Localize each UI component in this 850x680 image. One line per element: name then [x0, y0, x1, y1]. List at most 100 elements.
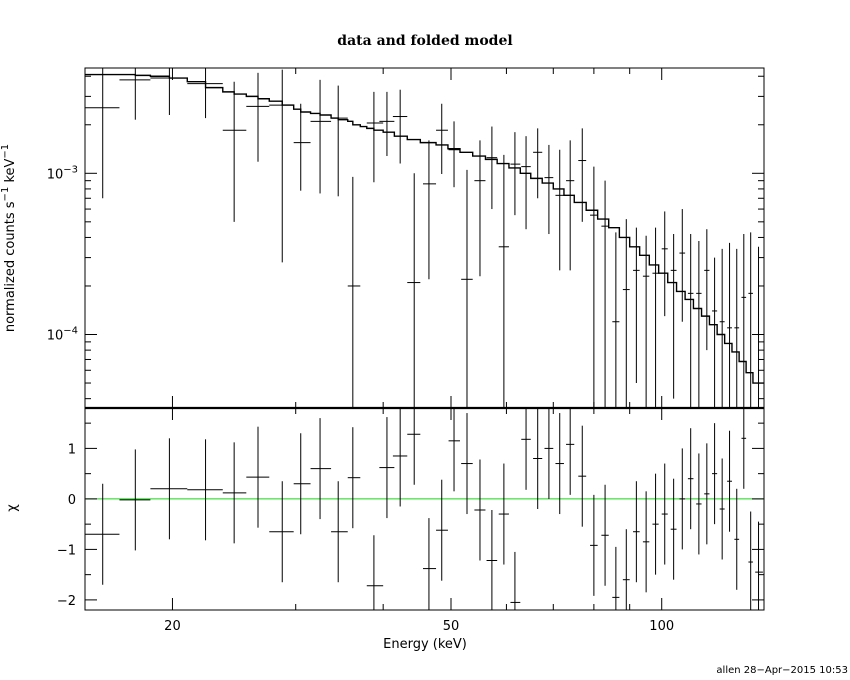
residual-point-39 — [687, 428, 694, 530]
residual-point-28 — [578, 425, 587, 527]
data-panel-frame — [84, 67, 765, 409]
x-tick-label-2: 100 — [649, 619, 674, 634]
data-point-40 — [696, 241, 702, 408]
data-point-45 — [734, 248, 740, 408]
data-point-5 — [246, 72, 270, 162]
res-tick-label-2: −1 — [57, 543, 76, 558]
residual-point-23 — [521, 408, 531, 490]
ylabel-exp1: −1 — [0, 187, 11, 202]
data-point-34 — [642, 235, 650, 408]
residual-point-17 — [448, 408, 460, 492]
data-point-17 — [448, 121, 460, 188]
data-point-27 — [566, 140, 575, 271]
residual-point-32 — [622, 529, 630, 610]
residual-point-43 — [719, 458, 725, 560]
residual-point-26 — [555, 413, 564, 515]
residual-point-4 — [222, 442, 247, 544]
data-point-48 — [755, 246, 763, 408]
data-point-10 — [347, 176, 361, 408]
data-point-14 — [407, 173, 421, 408]
y-tick-label-0: 10−3 — [47, 164, 78, 182]
data-errorbars — [85, 68, 763, 408]
data-point-7 — [293, 103, 311, 191]
data-point-39 — [687, 234, 694, 408]
data-point-32 — [622, 219, 630, 408]
residual-point-1 — [119, 449, 151, 551]
data-point-0 — [85, 68, 120, 199]
residual-point-41 — [704, 443, 710, 545]
res-tick-label-0: 1 — [68, 442, 76, 457]
data-point-3 — [187, 68, 223, 119]
data-point-21 — [498, 154, 509, 408]
data-point-38 — [679, 209, 686, 322]
residual-point-18 — [461, 413, 473, 515]
x-tick-label-0: 20 — [164, 619, 181, 634]
data-point-4 — [222, 81, 247, 222]
residual-point-16 — [436, 479, 448, 581]
residual-point-13 — [392, 408, 408, 507]
data-point-28 — [578, 128, 587, 222]
x-tick-label-1: 50 — [443, 619, 460, 634]
data-point-26 — [555, 149, 564, 271]
data-point-18 — [461, 169, 473, 408]
data-point-24 — [533, 128, 543, 199]
residual-panel: χ 1 0 −1 −2 — [5, 407, 765, 611]
residual-point-45 — [734, 488, 740, 590]
residual-point-44 — [727, 430, 732, 532]
data-panel-ticks — [85, 68, 764, 408]
residual-point-2 — [150, 438, 188, 540]
x-tick-labels: 20 50 100 — [164, 619, 674, 634]
chart-title: data and folded model — [337, 33, 512, 49]
data-panel: normalized counts s−1 keV−1 10−310−4 — [0, 67, 765, 409]
residual-point-29 — [590, 494, 598, 596]
data-point-42 — [712, 257, 718, 408]
residual-panel-ticks — [85, 408, 764, 610]
ylabel-main: normalized counts s — [3, 201, 18, 332]
data-point-37 — [670, 234, 677, 399]
residual-point-5 — [246, 426, 270, 528]
residual-point-34 — [642, 491, 650, 593]
data-point-35 — [652, 227, 659, 408]
residual-point-46 — [741, 408, 747, 489]
ylabel-mid: keV — [3, 158, 18, 186]
data-point-44 — [727, 242, 732, 408]
data-point-2 — [150, 68, 188, 115]
x-axis-label: Energy (keV) — [383, 637, 467, 652]
residual-point-19 — [474, 459, 486, 561]
data-panel-tick-labels: 10−3 10−4 — [47, 164, 78, 343]
residual-ylabel: χ — [5, 504, 20, 512]
residual-point-42 — [712, 423, 718, 525]
data-point-22 — [510, 132, 521, 216]
residual-point-14 — [407, 408, 421, 485]
data-point-6 — [269, 69, 294, 263]
data-point-13 — [392, 89, 408, 164]
data-point-41 — [704, 229, 710, 351]
residual-point-10 — [347, 427, 361, 529]
residual-point-15 — [422, 518, 437, 610]
residual-point-9 — [331, 481, 348, 583]
residual-point-12 — [379, 417, 395, 519]
residual-point-36 — [661, 463, 668, 565]
residual-point-3 — [187, 439, 223, 541]
residual-point-31 — [612, 546, 620, 610]
data-point-12 — [379, 91, 395, 157]
residual-point-38 — [679, 448, 686, 550]
data-point-15 — [422, 140, 437, 280]
residual-point-27 — [566, 408, 575, 495]
residual-point-48 — [755, 521, 763, 610]
residual-point-6 — [269, 481, 294, 583]
residual-point-35 — [652, 473, 659, 575]
data-point-1 — [119, 68, 151, 120]
residual-point-11 — [366, 535, 384, 610]
ylabel-exp2: −1 — [0, 144, 11, 159]
data-point-16 — [436, 103, 448, 175]
footer-timestamp: allen 28−Apr−2015 10:53 — [716, 665, 848, 676]
res-tick-label-1: 0 — [68, 493, 76, 508]
data-point-20 — [486, 126, 498, 210]
y-tick-label-1: 10−4 — [47, 326, 78, 344]
residual-point-37 — [670, 478, 677, 580]
svg-text:normalized counts s−1 keV−1: normalized counts s−1 keV−1 — [0, 144, 18, 332]
residual-point-0 — [85, 483, 120, 585]
residual-point-21 — [498, 463, 509, 565]
